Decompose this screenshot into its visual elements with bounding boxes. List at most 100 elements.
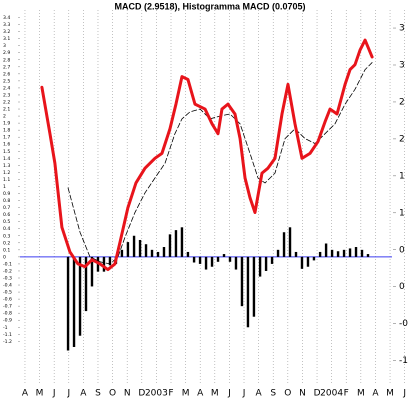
histogram-bar (288, 227, 292, 257)
y-tick-label: 2.1 (3, 107, 10, 113)
histogram-bar (300, 256, 304, 269)
x-tick-label: J (227, 389, 231, 399)
histogram-bar (312, 256, 316, 261)
y2-tick-label: 2 (399, 134, 405, 144)
histogram-bar (138, 239, 142, 257)
histogram-bar (216, 256, 220, 262)
y-tick-label: -0.6 (3, 297, 12, 303)
y2-tick-label: 0 (399, 282, 405, 292)
histogram-bar (264, 256, 268, 271)
y-tick-label: 1.6 (3, 142, 10, 148)
histogram-bar (336, 251, 340, 257)
x-tick-label: A (372, 389, 379, 399)
histogram-bar (132, 235, 136, 257)
histogram-bar (354, 247, 358, 257)
histogram-bar (318, 251, 322, 257)
histogram-bar (84, 256, 88, 312)
y-tick-label: -1.1 (3, 332, 12, 338)
y-tick-label: 2.9 (3, 50, 10, 56)
y2-tick-label: -0 (399, 319, 408, 329)
histogram-bar (198, 256, 202, 264)
histogram-bar (192, 256, 196, 263)
histogram-bar (78, 256, 82, 336)
y-tick-label: 0.9 (3, 191, 10, 197)
histogram-bar (186, 251, 190, 257)
histogram-bar (228, 256, 232, 262)
x-tick-label: M (386, 389, 394, 399)
y-tick-label: 1.2 (3, 170, 10, 176)
histogram-bar (270, 256, 274, 264)
x-tick-label: S (95, 389, 101, 399)
y-tick-label: 1 (3, 184, 6, 190)
histogram-bar (156, 251, 160, 257)
x-tick-label: S (270, 389, 276, 399)
x-tick-label: O (284, 389, 291, 399)
histogram-bar (162, 247, 166, 257)
y-tick-label: -1 (3, 325, 8, 331)
y-tick-label: 0.6 (3, 212, 10, 218)
macd-line (40, 38, 374, 272)
histogram-bar (240, 256, 244, 307)
y-tick-label: -0.1 (3, 261, 12, 267)
y-tick-label: 3.1 (3, 36, 10, 42)
histogram-bar (252, 256, 256, 317)
y-tick-label: 2.3 (3, 92, 10, 98)
x-tick-label: D (314, 389, 321, 399)
histogram-bar (210, 256, 214, 267)
histogram-bar (222, 254, 226, 257)
y-tick-label: 2 (3, 114, 6, 120)
histogram-bar (102, 256, 106, 272)
y-tick-label: -0.8 (3, 311, 12, 317)
y2-tick-label: 1 (399, 171, 405, 181)
x-tick-label: J (66, 389, 70, 399)
y-tick-label: 0 (3, 254, 6, 260)
y-tick-label: 3 (3, 43, 6, 49)
histogram-bar (330, 249, 334, 257)
y-tick-label: 0.4 (3, 226, 10, 232)
y-tick-label: 0.1 (3, 247, 10, 253)
y-tick-label: 2.7 (3, 64, 10, 70)
y2-tick-label: 0 (399, 245, 405, 255)
y-tick-label: -0.2 (3, 268, 12, 274)
x-tick-label: A (256, 389, 263, 399)
histogram-bar (90, 256, 94, 287)
histogram-bar (204, 256, 208, 270)
y-tick-label: 2.8 (3, 57, 10, 63)
x-tick-label: F (344, 389, 349, 399)
y-tick-label: 0.8 (3, 198, 10, 204)
x-tick-label: 2004 (320, 389, 343, 399)
x-tick-label: J (242, 389, 246, 399)
histogram-bar (306, 256, 310, 267)
histogram-bar (258, 256, 262, 277)
x-tick-label: 2003 (145, 389, 168, 399)
y2-tick-label: 2 (399, 97, 405, 107)
axis-labels: A M J J A S O N D 2003 F M A M J J A S O N D 2004 F M A M J3.43.33… (3, 15, 408, 398)
y-tick-label: 1.3 (3, 163, 10, 169)
y-tick-label: -0.7 (3, 304, 12, 310)
histogram-bar (150, 249, 154, 257)
x-tick-label: A (80, 389, 87, 399)
grid (18, 10, 405, 385)
x-tick-label: J (52, 389, 56, 399)
histogram-bar (360, 249, 364, 257)
y-tick-label: 1.4 (3, 156, 10, 162)
x-tick-label: M (211, 389, 219, 399)
y-tick-label: 0.3 (3, 233, 10, 239)
x-tick-label: A (197, 389, 204, 399)
histogram-bar (72, 256, 76, 347)
histogram-bar (246, 256, 250, 328)
histogram-bar (120, 249, 124, 257)
y-tick-label: 1.8 (3, 128, 10, 134)
y-tick-label: 2.4 (3, 85, 10, 91)
chart-title: MACD (2.9518), Histogramma MACD (0.0705) (114, 1, 305, 11)
y2-tick-label: 3 (399, 60, 405, 70)
y-tick-label: 2.2 (3, 99, 10, 105)
y-tick-label: -0.3 (3, 275, 12, 281)
x-tick-label: M (182, 389, 190, 399)
y-tick-label: 3.2 (3, 29, 10, 35)
y-tick-label: 0.5 (3, 219, 10, 225)
x-tick-label: O (109, 389, 116, 399)
x-tick-label: A (22, 389, 29, 399)
